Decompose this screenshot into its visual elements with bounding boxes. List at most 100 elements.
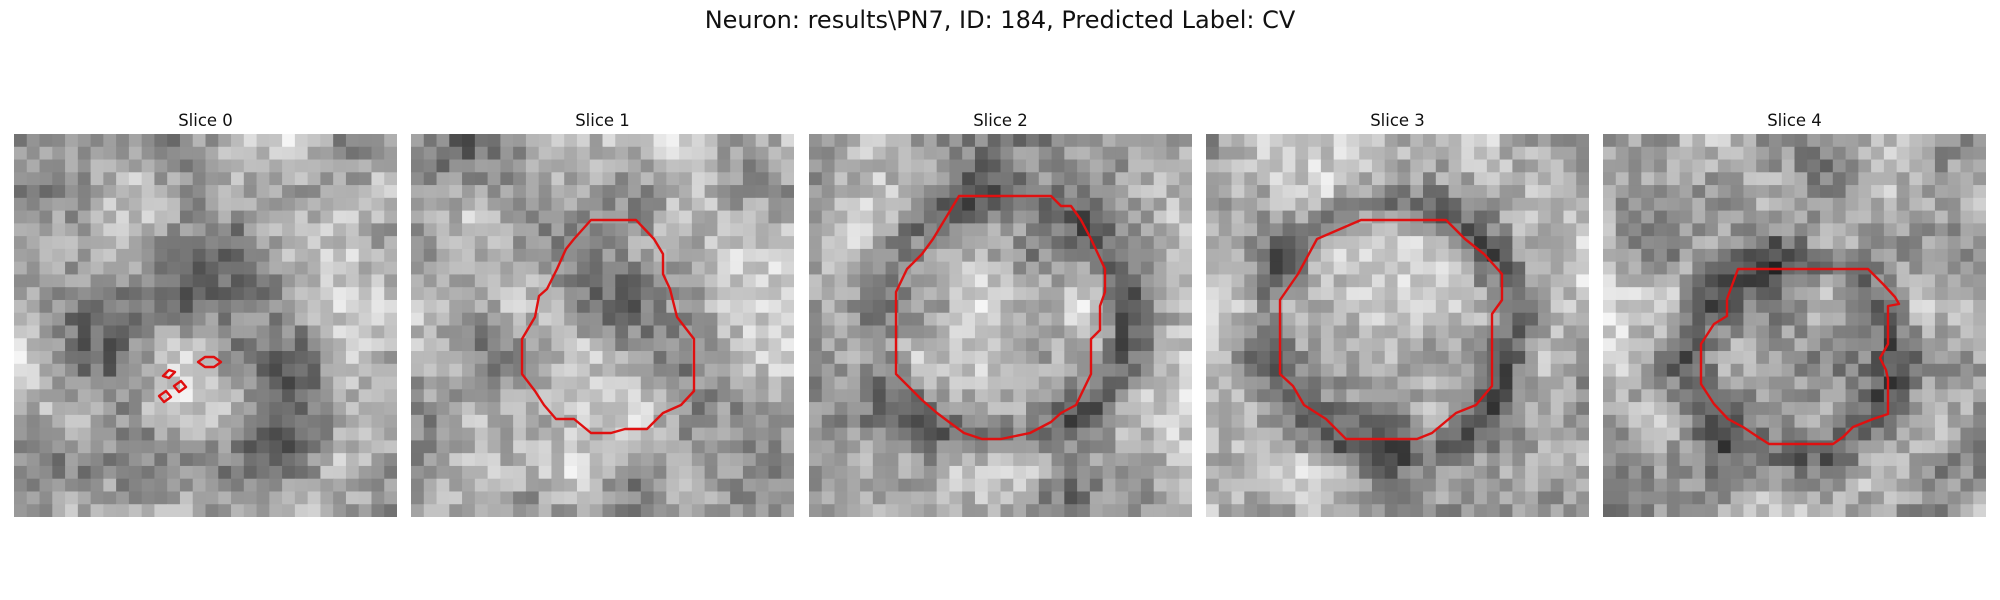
pixel — [551, 146, 565, 161]
pixel — [345, 389, 360, 403]
pixel — [1077, 248, 1091, 263]
pixel — [1679, 338, 1693, 352]
pixel — [256, 414, 270, 429]
pixel — [1026, 440, 1040, 454]
pixel — [589, 236, 604, 250]
pixel — [717, 134, 731, 148]
pixel — [218, 440, 232, 454]
pixel — [141, 427, 156, 441]
pixel — [1371, 491, 1386, 505]
pixel — [411, 338, 425, 352]
pixel — [384, 363, 397, 378]
pixel — [847, 287, 861, 301]
pixel — [1794, 146, 1808, 161]
pixel — [256, 453, 270, 467]
pixel — [154, 465, 168, 480]
pixel — [1896, 414, 1910, 429]
pixel — [1717, 338, 1732, 352]
pixel — [898, 453, 912, 467]
pixel — [231, 351, 245, 365]
pixel — [1641, 236, 1655, 250]
pixel — [513, 478, 527, 493]
pixel — [1206, 504, 1220, 517]
pixel — [1486, 236, 1501, 250]
pixel — [602, 248, 616, 263]
pixel — [872, 197, 887, 212]
pixel — [474, 351, 489, 365]
pixel — [1115, 427, 1129, 441]
pixel — [1257, 491, 1271, 505]
pixel — [474, 185, 489, 199]
pixel — [602, 159, 616, 173]
pixel — [513, 351, 527, 365]
pixel — [282, 210, 296, 224]
pixel — [1654, 414, 1668, 429]
pixel — [1089, 491, 1104, 505]
pixel — [77, 261, 92, 276]
pixel — [1499, 197, 1513, 212]
pixel — [1537, 453, 1552, 467]
pixel — [1705, 185, 1719, 199]
pixel — [52, 197, 66, 212]
pixel — [1333, 210, 1348, 224]
pixel — [1089, 172, 1104, 186]
pixel — [538, 478, 553, 493]
pixel — [1320, 376, 1335, 390]
pixel — [1845, 223, 1859, 237]
pixel — [911, 504, 925, 517]
pixel — [781, 236, 794, 250]
pixel — [768, 465, 782, 480]
pixel — [1308, 402, 1322, 416]
pixel — [949, 146, 963, 161]
pixel — [1628, 440, 1642, 454]
pixel — [141, 236, 156, 250]
pixel — [1013, 478, 1027, 493]
pixel — [449, 491, 463, 505]
pixel — [1603, 376, 1617, 390]
pixel — [628, 146, 642, 161]
pixel — [1257, 363, 1271, 378]
pixel — [205, 287, 219, 301]
pixel — [1807, 312, 1821, 327]
pixel — [1038, 287, 1053, 301]
pixel — [755, 338, 770, 352]
pixel — [1654, 261, 1668, 276]
pixel — [717, 197, 731, 212]
pixel — [987, 427, 1002, 441]
pixel — [65, 312, 79, 327]
pixel — [821, 312, 836, 327]
pixel — [898, 363, 912, 378]
pixel — [1474, 338, 1488, 352]
pixel — [1717, 363, 1732, 378]
pixel — [282, 146, 296, 161]
pixel — [1089, 185, 1104, 199]
pixel — [911, 159, 925, 173]
pixel — [1128, 287, 1142, 301]
pixel — [371, 504, 385, 517]
pixel — [1832, 236, 1847, 250]
pixel — [974, 389, 989, 403]
segmentation-contour — [520, 218, 696, 435]
pixel — [1563, 299, 1577, 314]
pixel — [269, 146, 283, 161]
pixel — [282, 440, 296, 454]
pixel — [1973, 261, 1986, 276]
pixel — [1295, 236, 1309, 250]
pixel — [1871, 210, 1885, 224]
pixel — [26, 465, 41, 480]
pixel — [987, 299, 1002, 314]
pixel — [809, 312, 823, 327]
pixel — [1512, 427, 1526, 441]
pixel — [307, 146, 321, 161]
pixel — [911, 351, 925, 365]
pixel — [384, 325, 397, 339]
pixel — [282, 172, 296, 186]
pixel — [755, 223, 770, 237]
pixel — [847, 478, 861, 493]
pixel — [1576, 146, 1589, 161]
pixel — [333, 491, 347, 505]
pixel — [26, 261, 41, 276]
pixel — [653, 134, 667, 148]
pixel — [474, 389, 489, 403]
pixel — [205, 465, 219, 480]
